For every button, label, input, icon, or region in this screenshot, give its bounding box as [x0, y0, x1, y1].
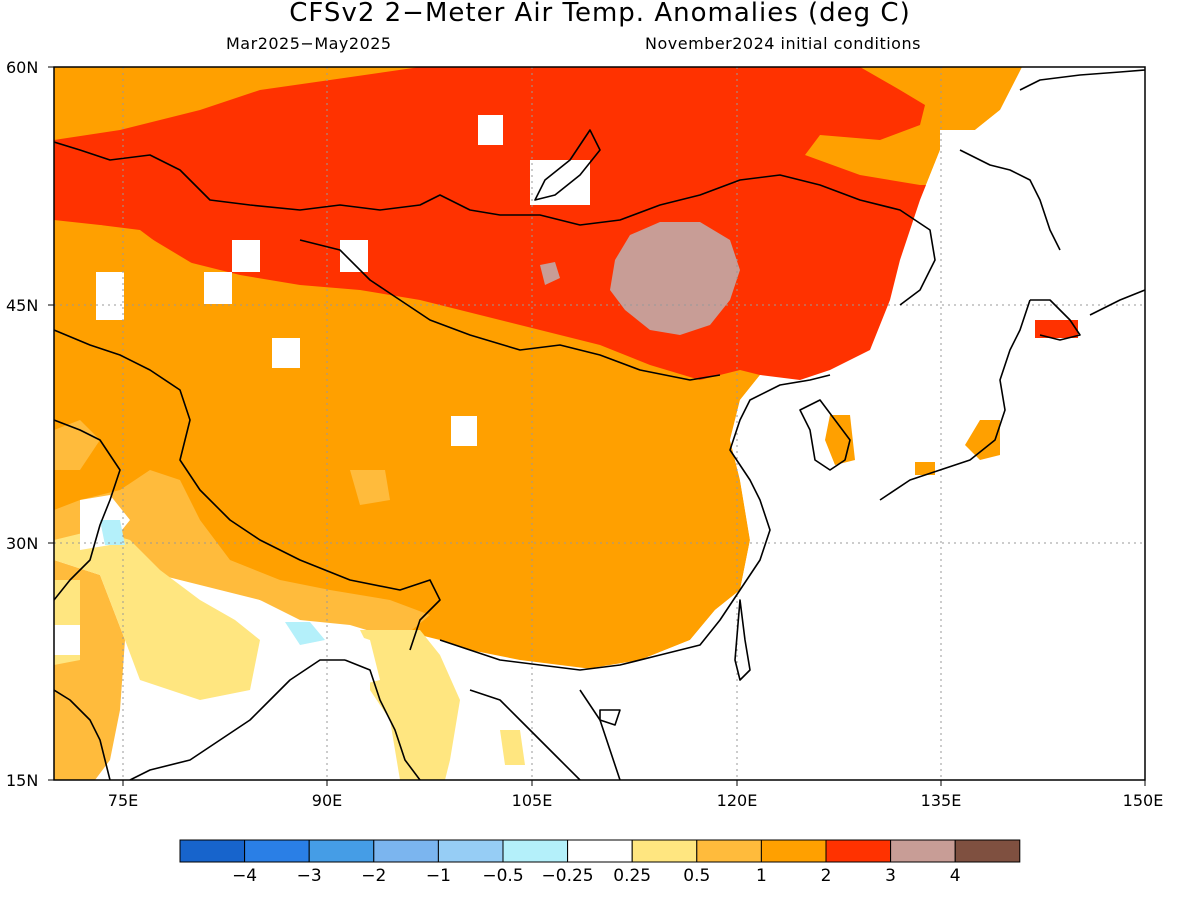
colorbar-label: −0.5: [482, 866, 523, 886]
colorbar-label: −0.25: [542, 866, 594, 886]
axis-ticks: [48, 66, 1146, 786]
colorbar-swatch: [760, 839, 827, 863]
lat-label-45n: 45N: [6, 296, 38, 315]
lon-label-150e: 150E: [1123, 791, 1164, 810]
japan-anomaly: [915, 420, 1000, 475]
colorbar-swatch: [502, 839, 569, 863]
colorbar-swatch: [308, 839, 375, 863]
anomaly-gt-3-region: [540, 222, 740, 335]
lat-label-15n: 15N: [6, 771, 38, 790]
initial-conditions: November2024 initial conditions: [645, 34, 921, 53]
colorbar-label: 4: [950, 866, 961, 886]
colorbar-swatch: [373, 839, 439, 863]
boundaries: [54, 69, 1145, 780]
colorbar-label: 1: [756, 866, 767, 886]
anomaly-1-to-2-inset: [54, 225, 200, 310]
anomaly-2-to-3-region: [54, 67, 1080, 410]
colorbar-label: 0.5: [683, 866, 710, 886]
colorbar-swatch: [437, 839, 504, 863]
colorbar-label: 2: [821, 866, 832, 886]
forecast-period: Mar2025−May2025: [226, 34, 392, 53]
lon-label-75e: 75E: [108, 791, 138, 810]
colorbar-swatch: [179, 839, 246, 863]
anomaly-neg-0.5-to-neg-0.25-region: [100, 520, 325, 645]
colorbar-label: 3: [885, 866, 896, 886]
anomaly-0.25-to-0.5-region: [54, 530, 525, 780]
map-title: CFSv2 2−Meter Air Temp. Anomalies (deg C…: [289, 0, 911, 28]
hokkaido-anomaly: [1035, 320, 1078, 338]
colorbar-swatch: [696, 839, 762, 863]
lon-label-120e: 120E: [717, 791, 758, 810]
colorbar-label: −2: [361, 866, 386, 886]
colorbar-swatch: [567, 839, 633, 863]
lon-label-105e: 105E: [512, 791, 553, 810]
colorbar-label: 0.25: [613, 866, 651, 886]
colorbar-swatch: [890, 839, 956, 863]
lon-label-135e: 135E: [921, 791, 962, 810]
colorbar-label: −1: [426, 866, 451, 886]
colorbar: −4 −3 −2 −1 −0.5 −0.25 0.25 0.5 1 2 3 4: [179, 839, 1021, 886]
lat-label-30n: 30N: [6, 534, 38, 553]
lat-label-60n: 60N: [6, 58, 38, 77]
colorbar-label: −3: [297, 866, 322, 886]
graticule: [54, 67, 1145, 780]
colorbar-swatch: [825, 839, 892, 863]
map-frame: [53, 66, 1146, 781]
colorbar-swatch: [244, 839, 310, 863]
colorbar-swatch: [631, 839, 698, 863]
colorbar-label: −4: [232, 866, 257, 886]
colorbar-swatch: [954, 839, 1021, 863]
lon-label-90e: 90E: [312, 791, 342, 810]
anomaly-field: [54, 67, 1145, 780]
